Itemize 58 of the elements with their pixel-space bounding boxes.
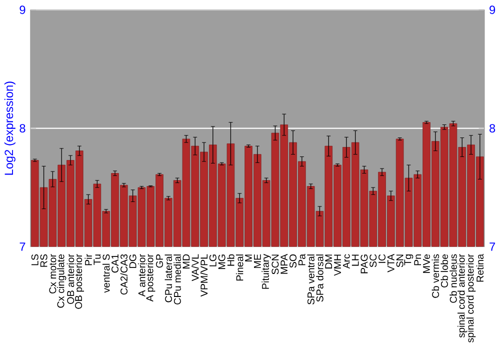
x-tick-label: Pir (84, 254, 92, 265)
x-tick-label: MPA (280, 254, 288, 274)
x-tick-label: Tu (94, 254, 101, 265)
x-tick-label: ventral S (102, 254, 110, 293)
x-tick-label: Cb vermis (432, 254, 440, 298)
x-tick-label: A anterior (138, 254, 146, 296)
x-tick-label: VA/VL (191, 254, 199, 281)
x-tick-label: PAG (360, 254, 368, 274)
x-tick-label: VPM/VPL (200, 254, 208, 296)
x-tick-label: SC (370, 254, 377, 267)
x-tick-label: CPu medial (174, 254, 181, 304)
x-tick-label: DM (325, 254, 332, 268)
x-tick-label: Cx cingulate (56, 254, 66, 308)
x-tick-label: LH (352, 254, 359, 266)
x-tick-label: Hb (227, 254, 234, 266)
x-tick-label: Cb lobe (440, 254, 448, 288)
x-tick-label: RS (40, 254, 48, 267)
y2-tick-label: 9 (490, 5, 496, 14)
x-tick-label: CA1 (111, 254, 118, 272)
x-tick-label: CPu lateral (164, 254, 172, 302)
x-tick-label: SPa dorsal (316, 254, 324, 302)
x-tick-label: Arc (342, 254, 350, 268)
x-tick-label: OB posterior (74, 254, 84, 309)
x-tick-label: CA2/CA3 (120, 254, 128, 294)
x-tick-label: Pituitary (262, 254, 271, 289)
x-tick-label: Pineal (236, 254, 244, 280)
y-tick-label: 7 (20, 242, 26, 251)
x-tick-label: Retina (476, 254, 484, 282)
x-tick-label: MD (182, 254, 190, 268)
x-tick-label: A posterior (146, 254, 156, 302)
x-tick-label: Pn (414, 254, 422, 265)
x-tick-label: Cx motor (49, 254, 56, 294)
x-tick-label: SPa ventral (307, 254, 314, 304)
y2-tick-label: 7 (490, 242, 496, 251)
x-tick-label: SO (290, 254, 297, 268)
x-tick-label: spinal cord posterior (466, 254, 476, 342)
x-tick-label: M (245, 254, 252, 262)
y2-tick-label: 8 (490, 124, 496, 132)
x-tick-label: GP (156, 254, 163, 268)
x-tick-label: MVe (423, 254, 430, 273)
x-tick-label: VMH (334, 254, 341, 276)
x-tick-label: OB anterior (66, 254, 74, 304)
x-tick-label: LS (31, 254, 38, 265)
y-tick-label: 8 (20, 124, 26, 132)
y-tick-label: 9 (20, 5, 26, 14)
x-tick-label: ME (254, 254, 261, 268)
x-tick-label: DG (129, 254, 136, 268)
x-tick-label: SCN (272, 254, 279, 274)
x-tick-label: spinal cord anterior (458, 254, 467, 338)
x-tick-label: IC (378, 254, 386, 263)
x-tick-label: VTA (388, 254, 394, 272)
x-tick-label: Tg (404, 254, 414, 266)
y-axis-title: Log2 (expression) (4, 81, 16, 175)
x-tick-label: Pa (298, 254, 306, 265)
x-tick-label: LG (209, 254, 216, 266)
x-tick-label: MG (218, 254, 226, 269)
x-tick-label: Cb nucleus (450, 254, 457, 303)
x-tick-label: SN (396, 254, 404, 267)
